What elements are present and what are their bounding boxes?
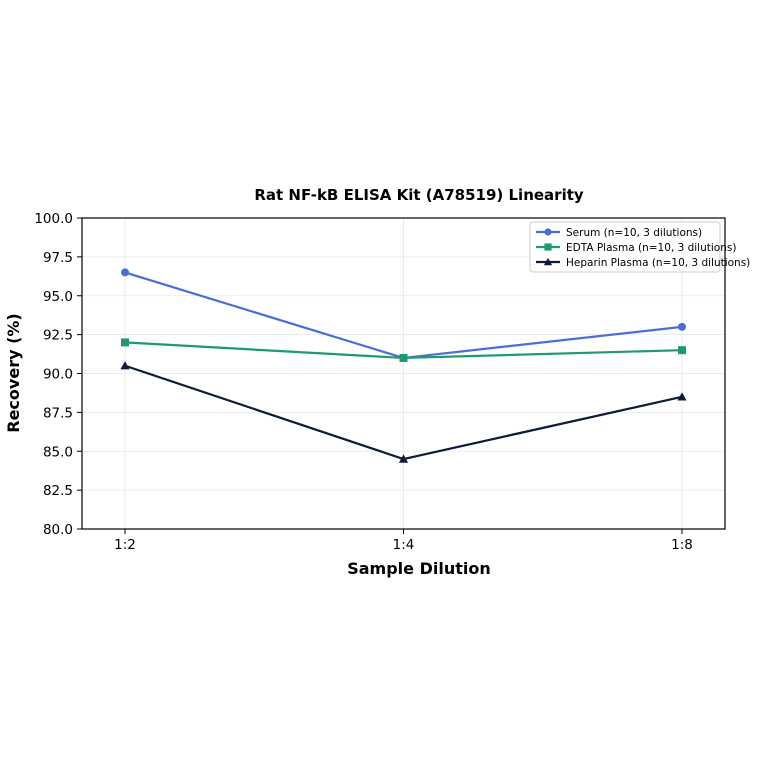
legend-marker	[544, 228, 552, 236]
data-point	[399, 353, 408, 362]
legend-item: EDTA Plasma (n=10, 3 dilutions)	[536, 242, 736, 254]
legend-label: Serum (n=10, 3 dilutions)	[566, 227, 702, 239]
x-tick-label: 1:2	[114, 537, 136, 553]
y-tick-label: 92.5	[43, 328, 73, 344]
chart-title: Rat NF-kB ELISA Kit (A78519) Linearity	[254, 186, 584, 204]
x-axis-label: Sample Dilution	[347, 559, 491, 578]
legend-marker	[544, 243, 552, 251]
y-tick-label: 87.5	[43, 405, 73, 421]
x-tick-label: 1:4	[393, 537, 415, 553]
legend-item: Serum (n=10, 3 dilutions)	[536, 227, 702, 239]
y-tick-label: 80.0	[43, 522, 73, 538]
data-point	[121, 268, 129, 277]
legend-marker	[543, 257, 553, 266]
data-point	[398, 454, 409, 463]
legend-label: EDTA Plasma (n=10, 3 dilutions)	[566, 242, 736, 254]
data-point	[677, 392, 687, 401]
data-point	[121, 338, 129, 347]
y-tick-label: 95.0	[43, 289, 73, 305]
x-tick-label: 1:8	[671, 537, 693, 553]
y-tick-label: 100.0	[34, 211, 73, 227]
series-1	[121, 338, 686, 362]
data-point	[678, 346, 686, 355]
y-axis-label: Recovery (%)	[4, 313, 23, 432]
legend-box	[529, 221, 721, 273]
data-point	[678, 322, 686, 331]
y-tick-label: 82.5	[43, 483, 73, 499]
legend: Serum (n=10, 3 dilutions) EDTA Plasma (n=…	[529, 221, 750, 273]
series-2	[120, 361, 687, 463]
legend-item: Heparin Plasma (n=10, 3 dilutions)	[536, 257, 750, 269]
y-tick-label: 85.0	[43, 444, 73, 460]
y-tick-label: 97.5	[43, 250, 73, 266]
y-tick-label: 90.0	[43, 367, 73, 383]
data-point	[120, 361, 130, 370]
legend-label: Heparin Plasma (n=10, 3 dilutions)	[566, 257, 750, 269]
